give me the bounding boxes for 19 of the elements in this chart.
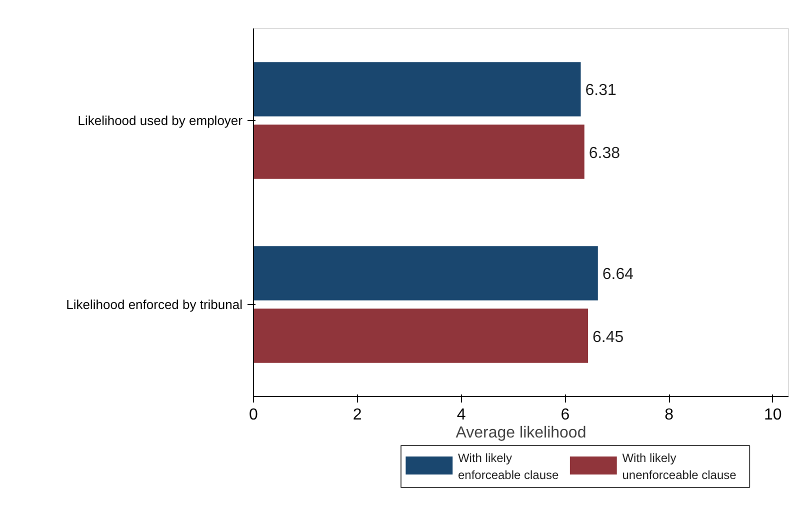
data-label: 6.64	[602, 266, 634, 284]
bar	[254, 245, 599, 302]
bar	[254, 308, 590, 364]
data-label: 6.45	[592, 328, 624, 346]
x-tick-label: 4	[456, 406, 466, 424]
x-tick-label: 0	[249, 406, 258, 424]
data-label: 6.31	[585, 82, 616, 100]
x-tick-label: 10	[764, 406, 782, 424]
x-axis-title: Average likelihood	[456, 424, 586, 442]
y-tick-label: Likelihood enforced by tribunal	[66, 297, 243, 312]
x-tick-label: 8	[664, 406, 674, 424]
y-tick-label: Likelihood used by employer	[78, 113, 244, 128]
legend-label: With likely enforceable clause	[458, 451, 560, 482]
bar	[254, 61, 582, 118]
x-tick-label: 2	[352, 406, 362, 424]
legend-label: With likely unenforceable clause	[622, 451, 737, 482]
x-tick-label: 6	[560, 406, 570, 424]
bar	[254, 124, 586, 180]
data-label: 6.38	[588, 144, 620, 162]
